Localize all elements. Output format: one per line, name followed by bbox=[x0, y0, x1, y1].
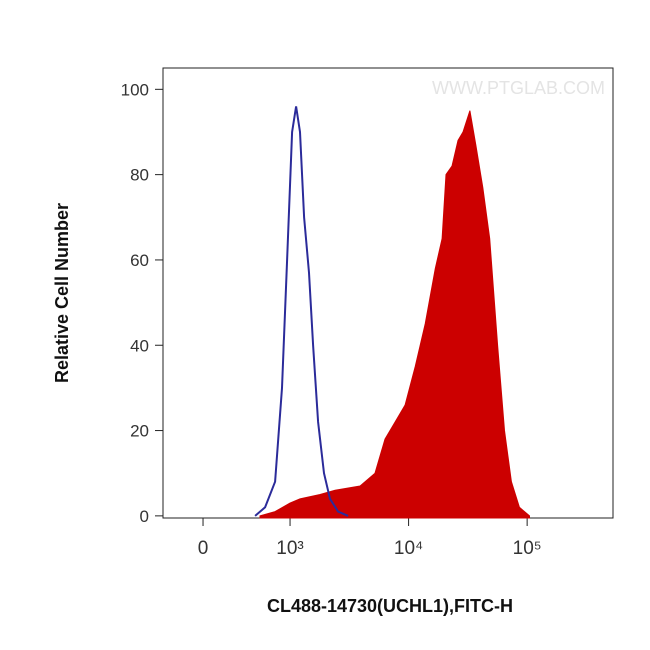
y-tick-label: 80 bbox=[130, 166, 149, 185]
x-tick-label: 0 bbox=[198, 538, 209, 559]
x-tick-label: 10³ bbox=[276, 538, 303, 559]
histogram-outline bbox=[254, 106, 349, 517]
y-tick-label: 40 bbox=[130, 336, 149, 355]
y-axis-title: Relative Cell Number bbox=[52, 203, 72, 383]
y-tick-label: 20 bbox=[130, 422, 149, 441]
filled-histogram bbox=[259, 110, 530, 519]
y-tick-label: 0 bbox=[140, 507, 149, 526]
x-tick-label: 10⁵ bbox=[513, 538, 542, 559]
y-tick-label: 100 bbox=[121, 80, 149, 99]
watermark: WWW.PTGLAB.COM bbox=[432, 78, 605, 98]
x-tick-label: 10⁴ bbox=[394, 538, 423, 559]
x-axis-title: CL488-14730(UCHL1),FITC-H bbox=[267, 596, 513, 616]
y-tick-label: 60 bbox=[130, 251, 149, 270]
